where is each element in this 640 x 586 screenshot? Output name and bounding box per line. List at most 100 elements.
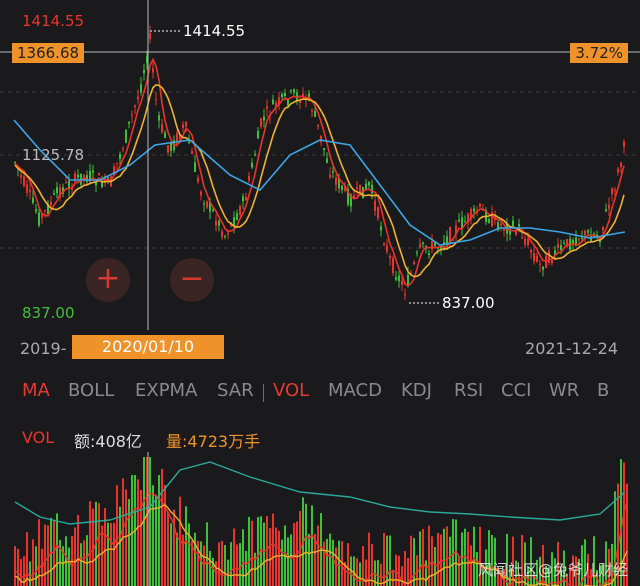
candle-body [146, 55, 148, 63]
candle-body [92, 170, 94, 173]
candle-body [467, 213, 469, 223]
volume-bar [329, 533, 331, 586]
tab-wr[interactable]: WR [549, 380, 580, 401]
zoom-out-button[interactable]: − [170, 258, 214, 302]
tab-boll[interactable]: BOLL [68, 380, 115, 401]
tab-kdj[interactable]: KDJ [401, 380, 432, 401]
candle-body [119, 154, 121, 159]
volume-bar [125, 489, 127, 586]
volume-bar [230, 542, 232, 586]
tab-sar[interactable]: SAR [217, 380, 254, 401]
volume-bar [434, 546, 436, 586]
candle-body [215, 220, 217, 226]
candle-body [140, 84, 142, 93]
volume-bar [149, 457, 151, 586]
candle-body [209, 202, 211, 212]
candle-body [392, 258, 394, 274]
volume-bar [116, 485, 118, 586]
zoom-in-button[interactable]: + [86, 258, 130, 302]
candle-body [371, 184, 373, 194]
candle-body [131, 114, 133, 116]
tab-expma[interactable]: EXPMA [135, 380, 198, 401]
candle-body [449, 227, 451, 243]
ma-line-short [14, 57, 625, 287]
volume-chart[interactable] [0, 452, 640, 586]
candle-body [329, 174, 331, 178]
volume-bar [605, 541, 607, 586]
candle-body [290, 90, 292, 92]
candle-body [152, 68, 154, 73]
volume-bar [26, 532, 28, 586]
volume-bar [584, 539, 586, 586]
candle-body [128, 121, 130, 124]
volume-bar [305, 503, 307, 586]
candle-body [26, 184, 28, 193]
tab-cci[interactable]: CCI [501, 380, 532, 401]
volume-bar [245, 551, 247, 586]
candle-body [281, 93, 283, 98]
candle-body [365, 183, 367, 190]
candle-body [101, 182, 103, 188]
candle-body [530, 249, 532, 253]
candle-body [401, 280, 403, 285]
volume-bar [80, 543, 82, 586]
volume-bar [311, 505, 313, 586]
candle-body [23, 176, 25, 186]
volume-bar [446, 526, 448, 586]
candle-body [383, 243, 385, 245]
price-mid-label: 1125.78 [22, 146, 85, 164]
volume-bar [323, 541, 325, 586]
candle-body [302, 93, 304, 98]
volume-bar [455, 519, 457, 586]
candle-body [275, 102, 277, 107]
candle-body [266, 106, 268, 109]
volume-bar [449, 536, 451, 586]
candle-body [419, 243, 421, 248]
tab-macd[interactable]: MACD [328, 380, 382, 401]
price-chart[interactable] [0, 0, 640, 330]
volume-bar [476, 551, 478, 586]
volume-bar [392, 569, 394, 586]
candle-body [218, 220, 220, 226]
volume-ma-line-2 [14, 504, 628, 586]
tab-rsi[interactable]: RSI [454, 380, 484, 401]
volume-bar [335, 547, 337, 586]
candle-body [446, 236, 448, 244]
volume-title: VOL [22, 428, 55, 447]
volume-bar [128, 499, 130, 586]
volume-bar [200, 541, 202, 586]
candle-body [341, 185, 343, 191]
candle-body [356, 186, 358, 189]
volume-bar [263, 522, 265, 586]
volume-bar [314, 533, 316, 586]
volume-bar [371, 544, 373, 586]
volume-bar [611, 543, 613, 586]
tab-ma[interactable]: MA [22, 380, 50, 401]
volume-bar [308, 533, 310, 586]
volume-bar [560, 568, 562, 586]
candle-body [368, 181, 370, 186]
high-marker-value: 1414.55 [183, 22, 246, 40]
candle-body [206, 201, 208, 208]
candle-body [548, 250, 550, 263]
volume-bar [35, 546, 37, 586]
volume-bar [86, 535, 88, 586]
crosshair-price-tag: 1366.68 [12, 43, 85, 63]
volume-bar [272, 513, 274, 586]
candle-body [569, 238, 571, 250]
tab-b[interactable]: B [597, 380, 610, 401]
tab-vol[interactable]: VOL [273, 380, 310, 401]
candle-body [584, 230, 586, 236]
volume-bar [488, 530, 490, 586]
candle-body [293, 89, 295, 93]
volume-bar [521, 534, 523, 586]
candle-body [551, 260, 553, 264]
volume-bar [89, 501, 91, 586]
candle-body [155, 99, 157, 101]
candle-body [227, 233, 229, 235]
candle-body [620, 162, 622, 168]
volume-bar [383, 532, 385, 586]
candle-body [167, 145, 169, 153]
volume-bar [479, 526, 481, 586]
volume-bar [221, 540, 223, 586]
